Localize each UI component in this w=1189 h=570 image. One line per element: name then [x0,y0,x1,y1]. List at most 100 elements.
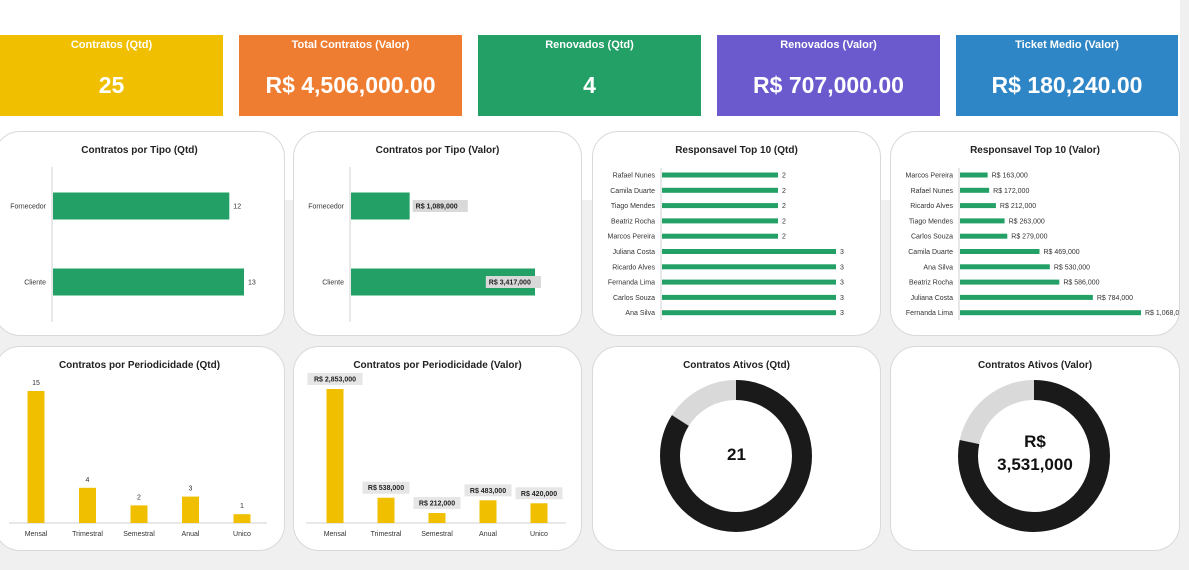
category-label: Semestral [123,531,155,538]
data-label: R$ 3,417,000 [489,280,531,287]
bar [662,218,778,224]
data-label: R$ 163,000 [992,173,1028,180]
data-label: R$ 420,000 [521,491,557,498]
bar [960,279,1060,285]
chart-card-responsavel-valor: Responsavel Top 10 (Valor) Marcos Pereir… [890,131,1180,336]
chart-periodicidade-qtd: Mensal 15 Trimestral 4 Semestral 2 Anual 3 Unico… [9,380,267,538]
data-label: 15 [32,380,40,387]
kpi-card-renovados-qtd: Renovados (Qtd) 4 [478,35,701,116]
data-label-box [362,481,410,494]
chart-title: Contratos Ativos (Valor) [977,360,1093,371]
kpi-value: 4 [583,72,596,98]
chart-card-ativos-valor: Contratos Ativos (Valor) R$ 3,531,000 [890,346,1180,551]
data-label: R$ 538,000 [368,485,404,492]
category-label: Rafael Nunes [613,173,656,180]
category-label: Semestral [421,531,453,538]
chart-responsavel-valor: Marcos Pereira R$ 163,000 Rafael Nunes R$ 1… [906,168,1179,320]
category-label: Fernanda Lima [608,280,655,287]
bar [662,294,836,300]
category-label: Ana Silva [625,310,655,317]
chart-title: Responsavel Top 10 (Valor) [970,145,1100,156]
data-label: R$ 784,000 [1097,295,1133,302]
kpi-title: Renovados (Valor) [780,39,877,51]
category-label: Tiago Mendes [611,203,656,210]
category-label: Trimestral [72,531,103,538]
bar [960,172,988,178]
bar [479,500,497,523]
category-label: Ricardo Alves [612,264,655,271]
data-label: 3 [840,280,844,287]
kpi-card-total-contratos-valor: Total Contratos (Valor) R$ 4,506,000.00 [239,35,462,116]
data-label: 2 [782,234,786,241]
bar [662,310,836,316]
category-label: Cliente [24,280,46,287]
bar [326,389,344,523]
bar [662,249,836,254]
bar [53,268,244,296]
data-label-box [464,484,512,497]
data-label: 3 [840,295,844,302]
category-label: Fornecedor [308,204,344,211]
donut-center-label-line1: R$ [1024,432,1046,451]
data-label: 3 [840,310,844,317]
data-label-box [485,276,541,288]
data-label: R$ 483,000 [470,488,506,495]
kpi-title: Total Contratos (Valor) [291,39,410,51]
category-label: Anual [479,531,497,538]
bar [233,514,251,523]
chart-title: Contratos por Tipo (Qtd) [81,145,198,156]
kpi-value: R$ 180,240.00 [991,72,1143,98]
kpi-title: Contratos (Qtd) [70,39,153,51]
bar [960,233,1008,239]
data-label: R$ 2,853,000 [314,377,356,384]
kpi-value: 25 [98,72,125,98]
data-label: 2 [782,173,786,180]
chart-title: Responsavel Top 10 (Qtd) [675,145,798,156]
category-label: Ana Silva [923,264,953,271]
chart-title: Contratos por Periodicidade (Valor) [353,360,522,371]
category-label: Marcos Pereira [608,234,656,241]
data-label-box [413,497,461,510]
chart-card-periodicidade-valor: Contratos por Periodicidade (Valor) Mens… [293,346,582,551]
bar [960,294,1093,300]
bar [79,487,96,523]
data-label: R$ 1,089,000 [416,204,458,211]
category-label: Cliente [322,280,344,287]
chart-ativos-valor [958,380,1110,532]
category-label: Juliana Costa [911,295,954,302]
data-label: 2 [137,494,141,501]
donut-center-label-line2: 3,531,000 [997,455,1073,474]
data-label: R$ 263,000 [1009,218,1045,225]
bar [428,513,446,523]
category-label: Trimestral [371,531,402,538]
bar [960,249,1040,254]
bar [662,172,778,178]
bar [662,187,778,193]
bar [530,503,548,523]
chart-ativos-qtd [660,380,812,532]
bar [960,218,1005,224]
category-label: Camila Duarte [610,188,655,195]
donut-active-segment [660,380,812,532]
category-label: Fernanda Lima [906,310,953,317]
bar [960,310,1141,316]
data-label-box [515,487,563,500]
kpi-title: Renovados (Qtd) [545,39,634,51]
kpi-card-ticket-medio: Ticket Medio (Valor) R$ 180,240.00 [956,35,1178,116]
data-label: 2 [782,203,786,210]
category-label: Beatriz Rocha [909,280,953,287]
category-label: Ricardo Alves [910,203,953,210]
bar [53,192,230,220]
category-label: Fornecedor [10,204,46,211]
data-label: R$ 212,000 [1000,203,1036,210]
data-label: R$ 212,000 [419,501,455,508]
category-label: Juliana Costa [613,249,656,256]
chart-title: Contratos por Tipo (Valor) [375,145,500,156]
bar [351,192,410,220]
category-label: Marcos Pereira [906,173,954,180]
data-label: 1 [240,503,244,510]
bar [377,497,395,523]
bar [662,233,778,239]
donut-active-segment [958,380,1110,532]
data-label: 2 [782,218,786,225]
